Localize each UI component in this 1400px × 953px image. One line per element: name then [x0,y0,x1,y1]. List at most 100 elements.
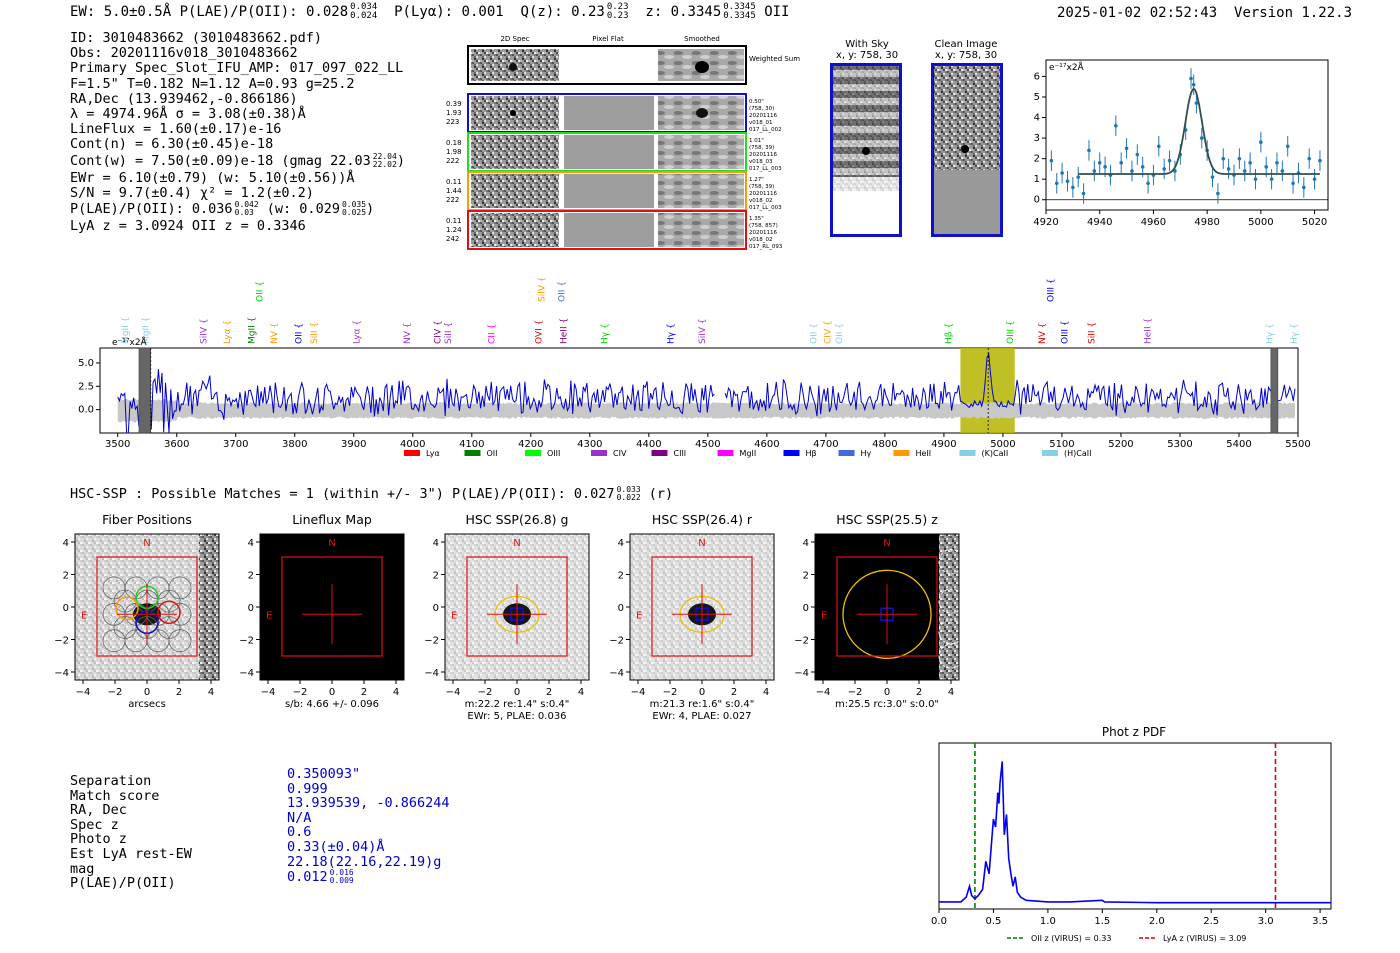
spec-line-label: OIII { [1060,320,1070,344]
hsc-panel: HSC SSP(26.8) g N E 4 2 0 −2 −4 −4 −2 0 2 4 m:22.2 re… [424,512,590,722]
spec-legend-item: (H)CaII [1042,449,1091,458]
fit-ytick: 5 [1034,92,1040,103]
cutout-row-value: 222 [446,196,459,204]
col-header-smoothed: Smoothed [684,35,720,43]
fit-point [1291,173,1295,194]
cutout-row-meta: (758, 30) [749,106,774,112]
hsc-xtick: 2 [361,687,367,698]
svg-text:MgII: MgII [740,449,757,458]
info-id: ID: 3010483662 (3010483662.pdf) [70,30,322,46]
north-label: N [328,538,335,549]
spec-line-label: OII { [809,323,819,344]
spec-legend-item: Hγ [838,449,872,458]
hsc-xtick: 2 [916,687,922,698]
hsc-xtick: 2 [546,687,552,698]
spec-xtick: 5300 [1167,439,1192,450]
fit-point [1280,160,1285,182]
hsc-xtick: 2 [731,687,737,698]
hsc-caption: s/b: 4.66 +/- 0.096 [285,699,379,710]
pdf-xtick: 2.0 [1149,916,1165,927]
cutout-row-meta: 20201116 [749,191,777,197]
spec-line-label: CII { [487,324,497,344]
fit-point [1060,162,1064,184]
match-label-radec: RA, Dec [70,802,127,819]
header-summary: EW: 5.0±0.5Å P(LAE)/P(OII): 0.028 0.034 0.… [70,3,790,21]
match-labels: Separation Match score RA, Dec Spec z Ph… [70,774,192,891]
spec-xtick: 4700 [813,439,838,450]
info-lineflux: LineFlux = 1.60(±0.17)e-16 [70,121,282,138]
spec-line-label: Hβ { [945,323,955,344]
spec-line-label: HeII { [559,318,569,344]
header-qz-sup: 0.23 [606,2,629,12]
info-contw-sup: 22.04 [372,151,397,161]
svg-text:Lyα: Lyα [426,449,440,458]
header-plya: P(Lyα): 0.001 [394,4,504,20]
cutout-row-meta: v018_03 [749,159,773,165]
emission-highlight [960,348,1015,433]
spec-legend-item: Hβ [783,449,817,458]
hsc-xtick: 2 [176,687,182,698]
svg-text:OIII: OIII [547,449,560,458]
spec-legend-item: (K)CaII [959,449,1008,458]
spec-legend-item: HeII [893,449,932,458]
spec-line-label: SiIV { [698,318,708,344]
fit-point [1119,152,1123,174]
spec-legend-item: MgII [717,449,757,458]
hsc-ytick: 4 [248,538,254,549]
east-label: E [451,610,457,621]
info-plae-sub: 0.03 [234,208,254,218]
fit-point [1259,131,1263,153]
fit-ytick: 3 [1034,133,1040,144]
fit-xtick: 4920 [1033,217,1058,228]
hsc-summary-sup: 0.033 [616,485,641,494]
hsc-ytick: −4 [609,668,624,679]
spec-ytick: 5.0 [78,358,94,369]
spec-legend-item: Lyα [404,449,440,458]
match-value-mag: 22.18(22.16,22.19)g [287,853,442,870]
pdf-xtick: 2.5 [1203,916,1219,927]
with-sky-coords: x, y: 758, 30 [835,50,899,61]
spec-line-label: OVI { [534,320,544,344]
fit-point [1191,74,1196,95]
pdf-xtick: 0.0 [931,916,947,927]
header-z-sub: 0.3345 [723,11,756,21]
hsc-xtick: 0 [884,687,890,698]
hsc-caption: m:21.3 re:1.6" s:0.4" [650,699,755,710]
svg-text:OII: OII [487,449,498,458]
cutout-row-value: 223 [446,118,459,126]
hsc-ytick: 2 [63,571,69,582]
hsc-caption: m:22.2 re:1.4" s:0.4" [465,699,570,710]
fit-point [1097,152,1102,174]
spec-line-label: OII { [557,281,567,302]
spec-xtick: 4400 [636,439,661,450]
spec-legend-item: OIII [525,449,560,458]
match-value-score: 0.999 [287,780,328,797]
hsc-panel-title: Lineflux Map [292,512,372,527]
spec-xtick: 3700 [223,439,248,450]
spec-line-label: SiIV { [537,278,547,302]
hsc-xtick: 4 [208,687,214,698]
match-values: 0.350093" 0.999 13.939539, -0.866244 N/A… [287,767,450,885]
hsc-ytick: 0 [248,603,254,614]
svg-text:HeII: HeII [916,449,932,458]
cutout-row-meta: 20201116 [749,152,777,158]
cutout-row-meta: 20201116 [749,113,777,119]
svg-text:LyA z (VIRUS) = 3.09: LyA z (VIRUS) = 3.09 [1163,934,1246,943]
cutout-row-value: 1.44 [446,187,462,195]
hsc-xtick: −4 [261,687,276,698]
full-spectrum-chart: MgII {MgII {SiIV {Lyα {MgII {NV {OII {Si… [78,278,1311,458]
fit-point [1124,138,1129,159]
fit-point [1065,170,1070,192]
east-label: E [266,610,272,621]
cutout-row-meta: 0.50" [749,99,764,105]
hsc-ytick: 4 [433,538,439,549]
hsc-xtick: −4 [76,687,91,698]
fit-point [1081,183,1086,204]
header-datetime: 2025-01-02 02:52:43 [1057,5,1218,21]
spec-line-label: OII { [294,323,304,344]
hsc-xtick: 0 [329,687,335,698]
cutout-row-meta: (758, 39) [749,145,774,151]
spec-ytick: 2.5 [78,381,94,392]
cutout-row-value: 222 [446,157,459,165]
info-sn: S/N = 9.7(±0.4) χ² = 1.2(±0.2) [70,184,314,201]
